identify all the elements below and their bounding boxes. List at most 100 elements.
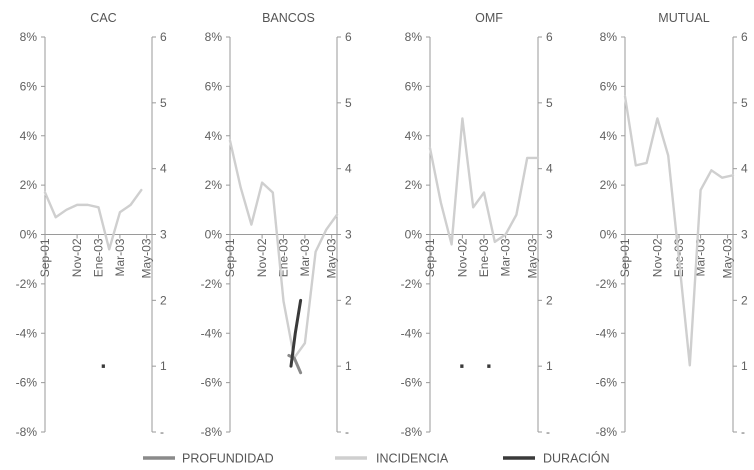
- legend: PROFUNDIDAD INCIDENCIA DURACIÓN: [143, 451, 610, 466]
- x-tick-label: Ene-03: [92, 238, 106, 277]
- chart-title: BANCOS: [262, 11, 315, 25]
- y-left-tick-label: -6%: [201, 376, 223, 390]
- y-right-tick-label: 2: [160, 293, 167, 307]
- y-left-tick-label: 0%: [600, 228, 618, 242]
- y-left-tick-label: 2%: [405, 178, 423, 192]
- x-tick-label: Sep-01: [618, 238, 632, 277]
- chart-title: OMF: [475, 11, 503, 25]
- series-incidencia-line: [228, 139, 339, 360]
- y-left-tick-label: 6%: [20, 79, 38, 93]
- y-right-tick-label: 1: [741, 359, 748, 373]
- x-tick-label: Nov-02: [70, 238, 84, 277]
- series-incidencia-line: [428, 117, 540, 246]
- x-tick-label: Nov-02: [455, 238, 469, 277]
- y-right-tick-label: 4: [546, 162, 553, 176]
- y-left-tick-label: 0%: [20, 228, 38, 242]
- series-incidencia-line: [43, 188, 143, 251]
- x-tick-label: Nov-02: [255, 238, 269, 277]
- y-right-tick-label: -: [546, 425, 550, 439]
- y-right-tick-label: 2: [345, 293, 352, 307]
- y-right-tick-label: -: [345, 425, 349, 439]
- chart-title: CAC: [90, 11, 116, 25]
- x-tick-label: May-03: [526, 238, 540, 278]
- chart-panel-cac: CAC 8% 6% 4% 2% 0% -2% -4% -6% -8% 6 5 4 3 2 1 - Sep-01 No…: [16, 11, 167, 439]
- x-tick-label: Ene-03: [477, 238, 491, 277]
- y-left-tick-label: 4%: [405, 129, 423, 143]
- y-left-tick-label: -4%: [596, 326, 618, 340]
- legend-label-duracion: DURACIÓN: [543, 451, 610, 466]
- y-right-tick-label: 5: [160, 96, 167, 110]
- x-tick-label: Mar-03: [499, 238, 513, 276]
- y-left-tick-label: -6%: [401, 376, 423, 390]
- y-right-tick-label: -: [741, 425, 745, 439]
- y-left-tick-label: 8%: [205, 30, 223, 44]
- y-left-tick-label: 4%: [20, 129, 38, 143]
- y-right-tick-label: 5: [345, 96, 352, 110]
- y-right-tick-label: 5: [741, 96, 748, 110]
- legend-label-profundidad: PROFUNDIDAD: [182, 452, 274, 466]
- y-left-tick-label: -8%: [201, 425, 223, 439]
- y-left-tick-label: -2%: [596, 277, 618, 291]
- y-right-tick-label: 4: [741, 162, 748, 176]
- y-right-tick-label: 6: [345, 30, 352, 44]
- y-right-tick-label: 1: [160, 359, 167, 373]
- y-left-tick-label: 0%: [405, 228, 423, 242]
- x-tick-label: May-03: [721, 238, 735, 278]
- y-right-tick-label: 1: [546, 359, 553, 373]
- y-right-tick-label: 6: [546, 30, 553, 44]
- y-right-tick-label: 4: [160, 162, 167, 176]
- y-left-tick-label: -2%: [16, 277, 38, 291]
- y-right-tick-label: 3: [546, 228, 553, 242]
- series-duracion-line: [289, 298, 303, 368]
- y-left-tick-label: 8%: [405, 30, 423, 44]
- x-tick-label: Nov-02: [650, 238, 664, 277]
- x-tick-label: Mar-03: [113, 238, 127, 276]
- y-right-tick-label: 3: [160, 228, 167, 242]
- y-left-tick-label: -2%: [201, 277, 223, 291]
- y-left-tick-label: 8%: [600, 30, 618, 44]
- y-left-tick-label: 6%: [600, 79, 618, 93]
- chart-title: MUTUAL: [658, 11, 709, 25]
- x-tick-label: May-03: [325, 238, 339, 278]
- y-right-tick-label: 2: [546, 293, 553, 307]
- y-right-tick-label: 4: [345, 162, 352, 176]
- y-right-tick-label: 1: [345, 359, 352, 373]
- y-left-tick-label: -4%: [201, 326, 223, 340]
- y-left-tick-label: 4%: [205, 129, 223, 143]
- y-left-tick-label: -4%: [401, 326, 423, 340]
- x-tick-label: May-03: [140, 238, 154, 278]
- y-left-tick-label: 6%: [205, 79, 223, 93]
- y-right-tick-label: 3: [345, 228, 352, 242]
- chart-panel-bancos: BANCOS 8% 6% 4% 2% 0% -2% -4% -6% -8% 6 5 4 3 2 1 - Sep-0…: [201, 11, 352, 439]
- y-left-tick-label: 2%: [205, 178, 223, 192]
- y-left-tick-label: 6%: [405, 79, 423, 93]
- y-left-tick-label: 4%: [600, 129, 618, 143]
- y-left-tick-label: -8%: [16, 425, 38, 439]
- x-tick-label: Mar-03: [298, 238, 312, 276]
- series-incidencia-line: [623, 95, 735, 367]
- y-right-tick-label: 5: [546, 96, 553, 110]
- y-right-tick-label: 6: [160, 30, 167, 44]
- x-tick-label: Sep-01: [38, 238, 52, 277]
- y-left-tick-label: 2%: [600, 178, 618, 192]
- y-right-tick-label: 2: [741, 293, 748, 307]
- y-left-tick-label: 2%: [20, 178, 38, 192]
- y-right-tick-label: 3: [741, 228, 748, 242]
- y-right-tick-label: 6: [741, 30, 748, 44]
- y-left-tick-label: 0%: [205, 228, 223, 242]
- y-left-tick-label: -8%: [401, 425, 423, 439]
- x-tick-label: Sep-01: [423, 238, 437, 277]
- x-tick-label: Sep-01: [223, 238, 237, 277]
- legend-label-incidencia: INCIDENCIA: [376, 452, 449, 466]
- y-left-tick-label: -6%: [596, 376, 618, 390]
- series-profundidad-line: [287, 353, 303, 375]
- chart-panel-mutual: MUTUAL 8% 6% 4% 2% 0% -2% -4% -6% -8% 6 5 4 3 2 1 - Sep-0…: [596, 11, 748, 439]
- y-left-tick-label: -8%: [596, 425, 618, 439]
- y-left-tick-label: -2%: [401, 277, 423, 291]
- y-left-tick-label: -6%: [16, 376, 38, 390]
- chart-panel-omf: OMF 8% 6% 4% 2% 0% -2% -4% -6% -8% 6 5 4 3 2 1 - Sep-01 No…: [401, 11, 553, 439]
- y-left-tick-label: -4%: [16, 326, 38, 340]
- y-left-tick-label: 8%: [20, 30, 38, 44]
